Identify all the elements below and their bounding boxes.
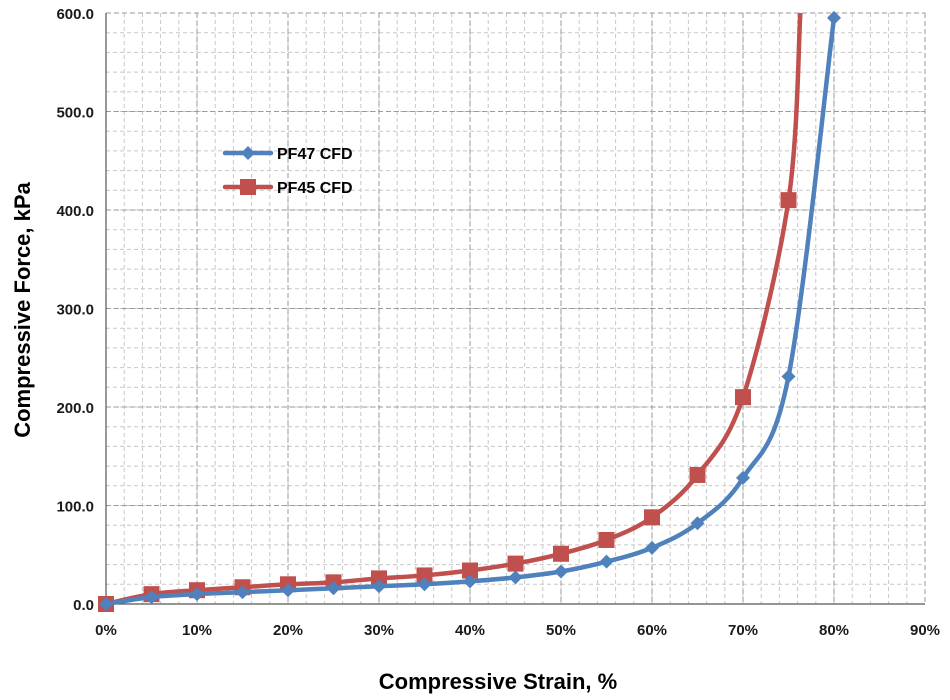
y-tick-label: 0.0 bbox=[73, 597, 94, 614]
y-tick-label: 500.0 bbox=[56, 105, 94, 122]
x-tick-label: 40% bbox=[455, 622, 485, 639]
x-tick-label: 70% bbox=[728, 622, 758, 639]
x-tick-label: 50% bbox=[546, 622, 576, 639]
legend-marker-pf47 bbox=[241, 146, 255, 160]
data-point-pf45 bbox=[644, 509, 660, 526]
data-point-pf45 bbox=[780, 192, 797, 209]
x-tick-label: 0% bbox=[95, 622, 117, 639]
axes bbox=[105, 13, 925, 605]
legend-label-pf47: PF47 CFD bbox=[277, 146, 353, 163]
data-point-pf47 bbox=[554, 564, 568, 579]
y-tick-label: 300.0 bbox=[56, 302, 94, 319]
x-tick-label: 90% bbox=[910, 622, 940, 639]
data-point-pf45 bbox=[371, 570, 387, 587]
data-point-pf47 bbox=[99, 597, 113, 611]
data-point-pf45 bbox=[553, 545, 569, 562]
x-tick-label: 60% bbox=[637, 622, 667, 639]
data-point-pf47 bbox=[326, 581, 341, 596]
x-tick-label: 20% bbox=[273, 622, 303, 639]
data-point-pf45 bbox=[416, 567, 433, 584]
y-tick-label: 600.0 bbox=[56, 6, 94, 23]
series-layer bbox=[98, 10, 841, 612]
x-tick-label: 10% bbox=[182, 622, 212, 639]
data-point-pf47 bbox=[599, 554, 614, 569]
data-point-pf47 bbox=[144, 590, 159, 605]
x-tick-label: 80% bbox=[819, 622, 849, 639]
data-point-pf47 bbox=[508, 570, 523, 585]
data-point-pf47 bbox=[463, 574, 477, 589]
legend-item-pf47: PF47 CFD bbox=[222, 146, 353, 163]
x-axis-title: Compressive Strain, % bbox=[379, 669, 617, 694]
legend: PF47 CFD PF45 CFD bbox=[222, 146, 353, 197]
x-tick-labels: 0% 10% 20% 30% 40% 50% 60% 70% 80% 90% bbox=[95, 622, 940, 639]
data-point-pf47 bbox=[190, 587, 204, 602]
data-point-pf45 bbox=[507, 555, 524, 572]
data-point-pf47 bbox=[235, 585, 250, 600]
y-tick-label: 100.0 bbox=[56, 499, 94, 516]
data-point-pf45 bbox=[735, 389, 751, 406]
data-point-pf45 bbox=[689, 466, 706, 483]
major-gridlines bbox=[105, 12, 926, 605]
data-point-pf45 bbox=[598, 531, 615, 548]
data-point-pf47 bbox=[281, 583, 295, 598]
data-point-pf47 bbox=[781, 369, 796, 384]
data-point-pf47 bbox=[417, 577, 432, 592]
y-tick-labels: 0.0 100.0 200.0 300.0 400.0 500.0 600.0 bbox=[56, 6, 94, 614]
legend-marker-pf45 bbox=[240, 179, 256, 195]
data-point-pf47 bbox=[645, 540, 659, 555]
data-point-pf45 bbox=[462, 562, 478, 579]
y-axis-title: Compressive Force, kPa bbox=[10, 181, 35, 437]
x-tick-label: 30% bbox=[364, 622, 394, 639]
legend-item-pf45: PF45 CFD bbox=[222, 179, 353, 197]
data-point-pf47 bbox=[827, 10, 841, 25]
y-tick-label: 200.0 bbox=[56, 400, 94, 417]
data-point-pf47 bbox=[736, 470, 750, 485]
data-point-pf47 bbox=[690, 516, 705, 531]
y-tick-label: 400.0 bbox=[56, 203, 94, 220]
legend-label-pf45: PF45 CFD bbox=[277, 180, 353, 197]
data-point-pf47 bbox=[372, 579, 386, 594]
